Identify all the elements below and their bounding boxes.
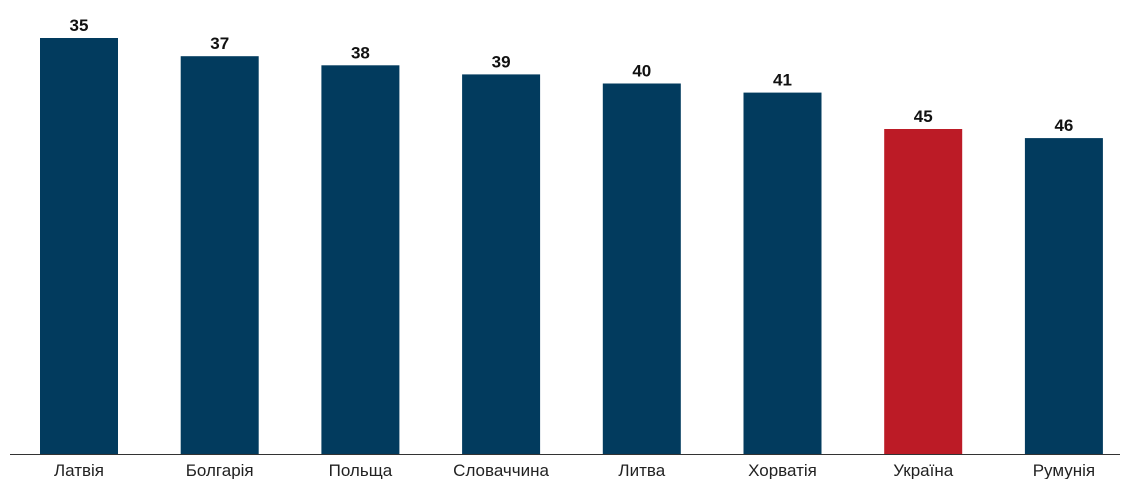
value-label-2: 38 bbox=[351, 43, 370, 62]
bar-4 bbox=[602, 83, 681, 454]
category-label-2: Польща bbox=[329, 461, 393, 479]
category-label-4: Литва bbox=[618, 461, 665, 479]
value-label-1: 37 bbox=[210, 34, 229, 53]
value-label-0: 35 bbox=[70, 16, 89, 35]
category-label-6: Україна bbox=[893, 461, 953, 479]
category-label-5: Хорватія bbox=[748, 461, 817, 479]
value-label-5: 41 bbox=[773, 71, 792, 90]
value-label-3: 39 bbox=[492, 52, 511, 71]
value-label-4: 40 bbox=[632, 62, 651, 81]
bar-6 bbox=[884, 129, 963, 454]
bars-layer bbox=[40, 38, 1103, 455]
bar-3 bbox=[462, 74, 541, 455]
bar-2 bbox=[321, 65, 400, 455]
category-label-3: Словаччина bbox=[453, 461, 549, 479]
bar-7 bbox=[1024, 138, 1103, 454]
value-label-6: 45 bbox=[914, 107, 933, 126]
category-label-1: Болгарія bbox=[186, 461, 254, 479]
category-label-0: Латвія bbox=[54, 461, 104, 479]
value-labels-layer: 35 37 38 39 40 41 45 46 bbox=[70, 16, 1074, 135]
bar-0 bbox=[40, 38, 118, 454]
category-label-7: Румунія bbox=[1033, 461, 1095, 479]
bar-5 bbox=[743, 92, 822, 454]
bar-1 bbox=[180, 56, 259, 454]
category-labels-layer: Латвія Болгарія Польща Словаччина Литва Хорва… bbox=[54, 461, 1095, 479]
value-label-7: 46 bbox=[1054, 116, 1073, 135]
